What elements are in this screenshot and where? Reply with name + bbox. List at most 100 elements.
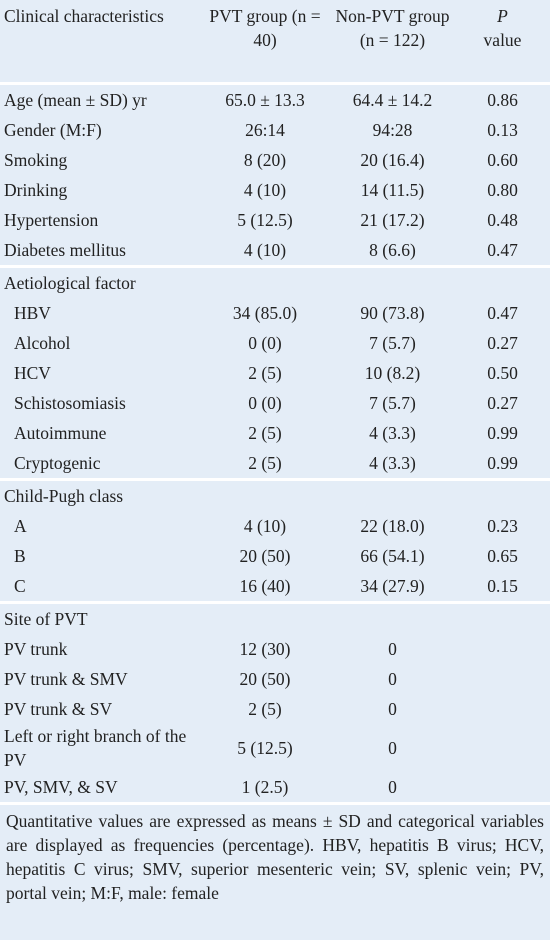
cell: 90 (73.8) [360,303,425,323]
cell: 20 (50) [239,546,291,566]
cell: 1 (2.5) [241,777,289,797]
data-row: HBV 34 (85.0) 90 (73.8) 0.47 [0,298,550,328]
cell: 64.4 ± 14.2 [352,90,433,110]
cell: 20 (16.4) [360,150,425,170]
cell: 0.80 [487,180,518,200]
cell: 2 (5) [248,453,282,473]
header-row: Clinical characteristics PVT group (n = 4… [0,0,550,84]
cell: 4 (10) [243,180,287,200]
cell: 5 (12.5) [237,210,293,230]
row-label: PV trunk [4,639,68,659]
row-label: Cryptogenic [14,453,101,473]
cell: 4 (3.3) [369,423,416,443]
cell: 0 [388,699,397,719]
data-row: Left or right branch of the PV 5 (12.5) 0 [0,724,550,772]
section-row: Aetiological factor [0,266,550,299]
row-label: Left or right branch of the PV [4,726,187,770]
cell: 0.99 [487,423,518,443]
footnote: Quantitative values are expressed as mea… [0,802,550,909]
section-title: Aetiological factor [4,273,136,293]
cell: 0.23 [487,516,518,536]
cell: 0.15 [487,576,518,596]
cell: 8 (6.6) [369,240,416,260]
cell: 5 (12.5) [237,738,293,758]
cell: 0.27 [487,333,518,353]
cell: 65.0 ± 13.3 [225,90,305,110]
cell: 2 (5) [248,423,282,443]
section-title: Child-Pugh class [4,486,124,506]
cell: 21 (17.2) [360,210,425,230]
cell: 0 [388,738,397,758]
empty-cell [455,634,550,664]
row-label: Alcohol [14,333,71,353]
data-row: A 4 (10) 22 (18.0) 0.23 [0,511,550,541]
empty-cell [455,664,550,694]
cell: 0.47 [487,303,518,323]
data-row: Cryptogenic 2 (5) 4 (3.3) 0.99 [0,448,550,480]
table: Clinical characteristics PVT group (n = 4… [0,0,550,802]
cell: 0.50 [487,363,518,383]
cell: 0 (0) [248,393,282,413]
row-label: Hypertension [4,210,99,230]
header-cell: Non-PVT group (n = 122) [335,6,450,50]
cell: 7 (5.7) [369,393,416,413]
data-row: Gender (M:F) 26:14 94:28 0.13 [0,115,550,145]
cell: 0.47 [487,240,518,260]
cell: 0 (0) [248,333,282,353]
data-row: Autoimmune 2 (5) 4 (3.3) 0.99 [0,418,550,448]
cell: 7 (5.7) [369,333,416,353]
row-label: Autoimmune [14,423,107,443]
row-label: HBV [14,303,51,323]
row-label: B [14,546,26,566]
cell: 0.60 [487,150,518,170]
cell: 94:28 [372,120,413,140]
cell: 10 (8.2) [364,363,421,383]
data-row: HCV 2 (5) 10 (8.2) 0.50 [0,358,550,388]
section-title: Site of PVT [4,609,88,629]
cell: 0 [388,777,397,797]
cell: 20 (50) [239,669,291,689]
header-italic: P [497,6,508,26]
header-cell: PVT group (n = 40) [209,6,321,50]
data-row: PV trunk 12 (30) 0 [0,634,550,664]
header-cell: Clinical characteristics [4,6,164,26]
data-row: Schistosomiasis 0 (0) 7 (5.7) 0.27 [0,388,550,418]
section-row: Site of PVT [0,602,550,635]
data-row: PV, SMV, & SV 1 (2.5) 0 [0,772,550,802]
row-label: Gender (M:F) [4,120,102,140]
empty-cell [455,772,550,802]
cell: 12 (30) [239,639,291,659]
cell: 34 (27.9) [360,576,425,596]
cell: 0.86 [487,90,518,110]
data-row: PV trunk & SMV 20 (50) 0 [0,664,550,694]
data-row: Alcohol 0 (0) 7 (5.7) 0.27 [0,328,550,358]
cell: 8 (20) [243,150,287,170]
row-label: PV, SMV, & SV [4,777,118,797]
row-label: Drinking [4,180,68,200]
cell: 0.48 [487,210,518,230]
cell: 22 (18.0) [360,516,425,536]
row-label: A [14,516,27,536]
cell: 0.27 [487,393,518,413]
cell: 0.13 [487,120,518,140]
data-row: PV trunk & SV 2 (5) 0 [0,694,550,724]
data-row: Hypertension 5 (12.5) 21 (17.2) 0.48 [0,205,550,235]
row-label: Smoking [4,150,68,170]
row-label: PV trunk & SMV [4,669,128,689]
data-row: B 20 (50) 66 (54.1) 0.65 [0,541,550,571]
cell: 0 [388,639,397,659]
cell: 26:14 [245,120,285,140]
cell: 2 (5) [248,699,282,719]
data-row: Smoking 8 (20) 20 (16.4) 0.60 [0,145,550,175]
cell: 4 (10) [243,240,287,260]
data-row: Drinking 4 (10) 14 (11.5) 0.80 [0,175,550,205]
row-label: HCV [14,363,51,383]
cell: 14 (11.5) [360,180,425,200]
data-row: Diabetes mellitus 4 (10) 8 (6.6) 0.47 [0,235,550,267]
data-row: Age (mean ± SD) yr 65.0 ± 13.3 64.4 ± 14.2… [0,84,550,116]
empty-cell [455,694,550,724]
cell: 4 (3.3) [369,453,416,473]
row-label: Age (mean ± SD) yr [4,90,147,110]
